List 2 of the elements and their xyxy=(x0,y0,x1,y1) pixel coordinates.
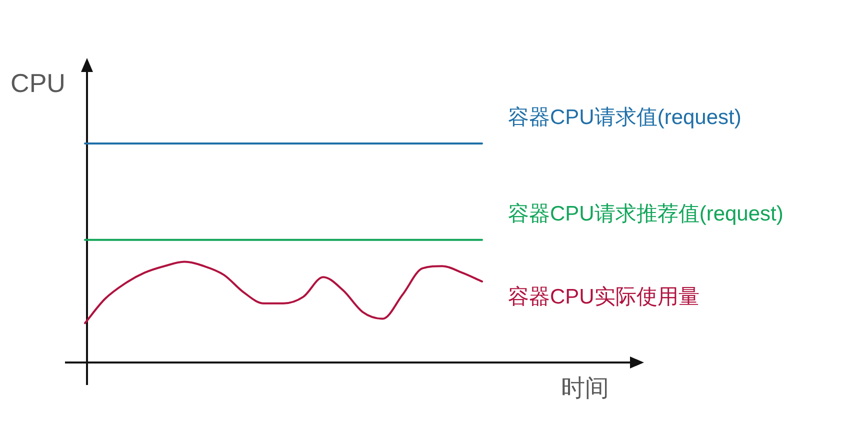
xlabel: 时间 xyxy=(561,375,609,402)
ylabel: CPU xyxy=(10,68,66,98)
